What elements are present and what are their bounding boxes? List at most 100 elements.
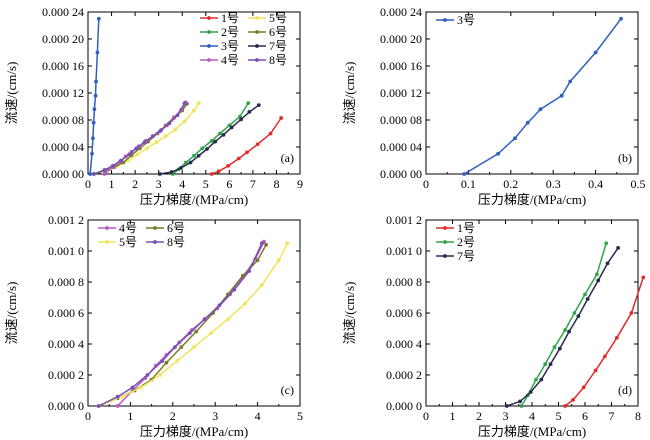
data-point-s3 [95, 50, 100, 55]
data-point-s1 [641, 275, 646, 280]
data-point-s5 [192, 108, 196, 113]
legend-marker-s1 [207, 16, 211, 20]
legend-label-s6: 6号 [167, 221, 185, 235]
data-point-s8 [145, 373, 150, 377]
series-line-s2 [172, 102, 249, 175]
y-tick-label: 0.001 0 [386, 244, 422, 258]
legend: 1号 5号 2号 6号 3号 7号 4号 8号 [200, 11, 287, 67]
y-tick-label: 0.000 12 [380, 86, 422, 100]
data-point-s7 [616, 246, 621, 250]
data-point-s1 [602, 354, 607, 359]
x-tick-label: 0.1 [461, 177, 476, 191]
legend-marker-s2 [443, 240, 447, 244]
data-point-s7 [585, 297, 590, 301]
y-tick-label: 0.001 2 [48, 213, 84, 227]
data-point-s8 [91, 172, 96, 176]
x-tick-label: 8 [635, 409, 641, 423]
series-line-s1 [564, 277, 645, 407]
data-point-s1 [209, 172, 214, 176]
legend-marker-s7 [443, 254, 447, 258]
x-tick-label: 6 [582, 409, 588, 423]
plot-frame [425, 11, 639, 175]
legend: 3号 [436, 13, 475, 27]
x-tick-label: 7 [609, 409, 615, 423]
series-line-s8 [93, 102, 186, 175]
x-tick-label: 0 [85, 409, 91, 423]
data-point-s7 [256, 103, 261, 108]
x-tick-label: 2 [170, 409, 176, 423]
y-tick-label: 0.000 04 [42, 140, 84, 154]
legend-label-s3: 3号 [221, 39, 239, 53]
legend-marker-s3 [207, 44, 211, 48]
data-point-s8 [150, 134, 155, 139]
data-point-s8 [247, 269, 252, 274]
data-point-s8 [175, 113, 180, 118]
x-tick-label: 1 [109, 177, 115, 191]
data-point-s3 [619, 16, 623, 21]
data-point-s5 [135, 152, 140, 157]
data-point-s3 [91, 136, 95, 141]
data-point-s1 [255, 142, 260, 147]
x-tick-label: 0.4 [588, 177, 603, 191]
legend-label-s3: 3号 [457, 13, 475, 27]
legend-label-s1: 1号 [457, 221, 475, 235]
y-tick-label: 0.000 00 [42, 167, 84, 181]
y-tick-label: 0.000 00 [380, 167, 422, 181]
x-tick-label: 1 [127, 409, 133, 423]
x-tick-label: 2 [476, 409, 482, 423]
y-tick-label: 0.000 16 [380, 59, 422, 73]
data-point-s1 [245, 150, 249, 155]
x-tick-label: 3 [503, 409, 509, 423]
data-point-s3 [525, 120, 530, 125]
series-line-s3 [463, 18, 622, 175]
x-tick-label: 0 [85, 177, 91, 191]
data-point-s2 [572, 311, 577, 315]
data-point-s5 [196, 101, 201, 106]
y-tick-label: 0.000 8 [386, 275, 422, 289]
data-point-s7 [557, 346, 562, 351]
data-point-s1 [216, 169, 221, 174]
data-point-s8 [130, 385, 135, 390]
panel-label: (b) [618, 151, 632, 165]
data-point-s8 [182, 101, 187, 106]
y-tick-label: 0.000 16 [42, 59, 84, 73]
series-line-s5 [98, 242, 288, 407]
data-point-s7 [179, 166, 183, 170]
x-tick-label: 4 [255, 409, 261, 423]
data-point-s7 [247, 110, 252, 114]
x-tick-label: 8 [273, 177, 279, 191]
series-line-s6 [98, 244, 267, 407]
data-point-s2 [534, 377, 538, 382]
data-point-s1 [593, 368, 598, 373]
data-point-s1 [629, 311, 634, 315]
x-tick-label: 5 [556, 409, 562, 423]
data-point-s7 [205, 147, 209, 151]
data-point-s2 [519, 404, 524, 408]
x-tick-label: 9 [297, 177, 303, 191]
data-point-s5 [139, 385, 143, 390]
data-point-s5 [226, 317, 230, 322]
legend-label-s2: 2号 [457, 235, 475, 249]
data-point-s7 [548, 362, 553, 367]
data-point-s8 [115, 394, 120, 399]
data-point-s7 [567, 329, 571, 334]
data-point-s7 [157, 172, 162, 176]
data-point-s8 [173, 345, 177, 349]
x-tick-label: 3 [156, 177, 162, 191]
legend-label-s7: 7号 [269, 39, 287, 53]
series-line-s8 [98, 242, 263, 407]
data-point-s7 [196, 153, 201, 158]
x-tick-label: 4 [179, 177, 185, 191]
y-tick-label: 0.001 2 [386, 213, 422, 227]
data-point-s3 [92, 107, 97, 112]
data-point-s3 [93, 93, 98, 98]
data-point-s8 [110, 164, 115, 168]
data-point-s8 [167, 121, 172, 126]
data-point-s2 [209, 139, 214, 143]
legend-label-s6: 6号 [269, 25, 287, 39]
chart-panel-0: 0 1 2 3 4 5 6 7 8 9 0.000 00 0.000 04 0.000 08 0.000 … [4, 5, 303, 207]
data-point-s8 [232, 287, 237, 292]
x-tick-label: 3 [212, 409, 218, 423]
legend-marker-s3 [443, 18, 447, 22]
chart-panel-2: 0 1 2 3 4 5 0.000 0 0.000 2 0.000 4 0.000 6 0.000 … [4, 213, 303, 439]
